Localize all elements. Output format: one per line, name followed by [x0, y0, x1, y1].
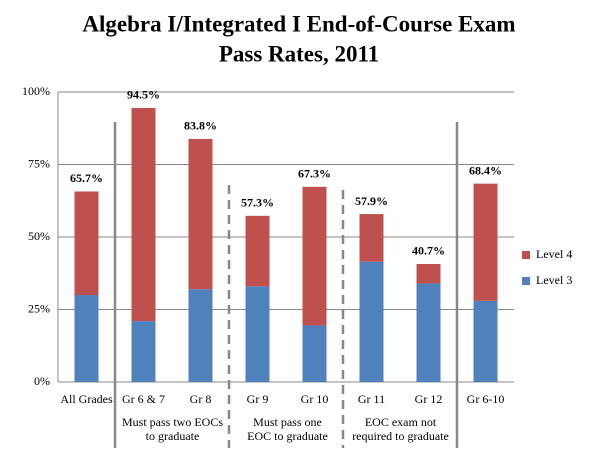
bar-segment	[245, 215, 270, 287]
legend-swatch	[522, 277, 530, 285]
bar-segment	[359, 261, 384, 382]
total-label: 68.4%	[469, 163, 502, 177]
chart-title: Algebra I/Integrated I End-of-Course Exa…	[82, 11, 515, 36]
y-tick-label: 25%	[28, 301, 50, 315]
y-tick-label: 75%	[28, 156, 50, 170]
bar-segment	[359, 214, 384, 262]
x-tick-label: Gr 6 & 7	[122, 392, 165, 406]
x-tick-label: All Grades	[60, 392, 113, 406]
bar-segment	[131, 321, 156, 382]
bar-segment	[74, 191, 99, 295]
bar-segment	[245, 286, 270, 382]
group-note: Must pass two EOCs to graduate	[121, 415, 223, 443]
total-label: 40.7%	[412, 244, 445, 258]
total-label: 65.7%	[70, 171, 103, 185]
legend-label: Level 3	[536, 273, 572, 287]
x-tick-label: Gr 9	[246, 392, 269, 406]
legend-swatch	[522, 251, 530, 259]
group-note: Must pass one EOC to graduate	[247, 415, 328, 443]
x-tick-label: Gr 10	[300, 392, 329, 406]
total-label: 57.3%	[241, 196, 274, 210]
bar-segment	[131, 107, 156, 322]
total-label: 67.3%	[298, 167, 331, 181]
legend-label: Level 4	[536, 247, 572, 261]
total-label: 57.9%	[355, 194, 388, 208]
bar-segment	[302, 186, 327, 326]
bar-segment	[188, 289, 213, 382]
bar-segment	[188, 138, 213, 290]
x-tick-label: Gr 11	[357, 392, 386, 406]
chart-subtitle: Pass Rates, 2011	[219, 41, 379, 66]
total-label: 83.8%	[184, 119, 217, 133]
group-note: EOC exam not required to graduate	[352, 415, 449, 443]
total-label: 94.5%	[127, 88, 160, 102]
x-tick-label: Gr 8	[189, 392, 212, 406]
x-tick-label: Gr 12	[414, 392, 443, 406]
y-tick-label: 50%	[28, 229, 50, 243]
x-tick-label: Gr 6-10	[466, 392, 505, 406]
bar-segment	[416, 263, 441, 284]
bar-segment	[416, 283, 441, 382]
y-tick-label: 0%	[34, 374, 50, 388]
bar-segment	[302, 325, 327, 382]
y-tick-label: 100%	[22, 84, 50, 98]
bar-segment	[473, 183, 498, 301]
bar-segment	[74, 295, 99, 382]
bar-segment	[473, 300, 498, 382]
